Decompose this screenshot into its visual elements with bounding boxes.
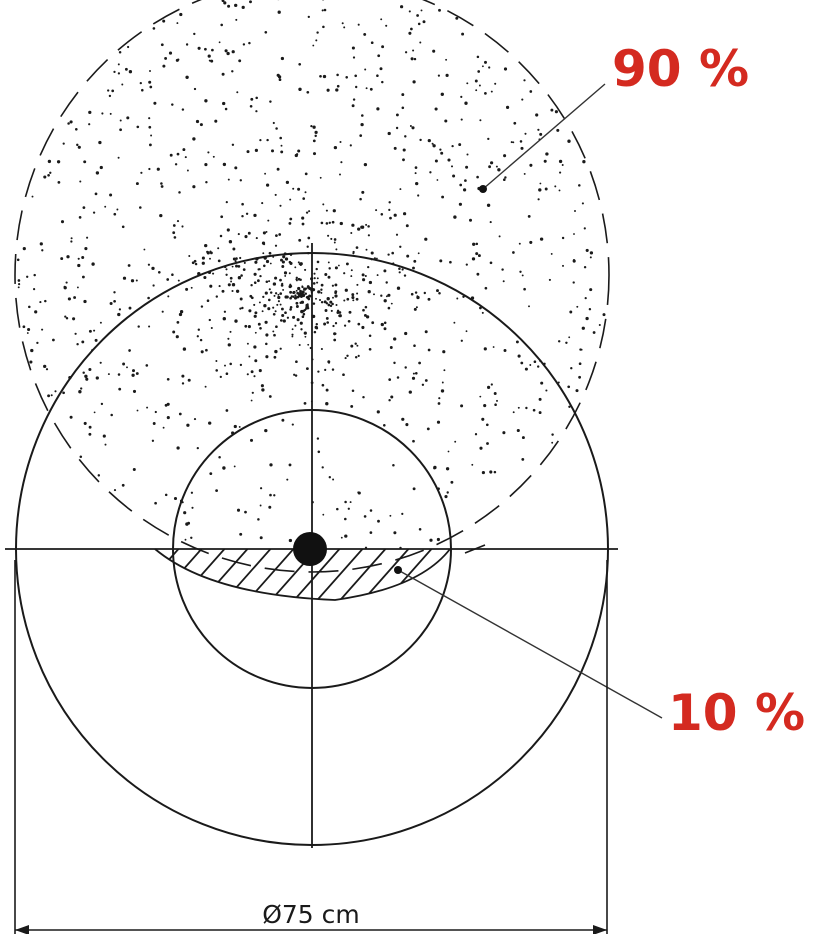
lower-percent-label: 10 % xyxy=(668,684,805,742)
diameter-label: Ø75 cm xyxy=(262,900,360,929)
diameter-dimension xyxy=(15,560,607,934)
nozzle-center-dot xyxy=(293,532,327,566)
hatched-zone xyxy=(120,545,573,615)
lower-leader-line xyxy=(398,570,662,718)
upper-percent-label: 90 % xyxy=(612,40,749,98)
upper-leader-dot xyxy=(479,185,487,193)
lower-leader-dot xyxy=(394,566,402,574)
upper-leader-line xyxy=(483,84,605,189)
